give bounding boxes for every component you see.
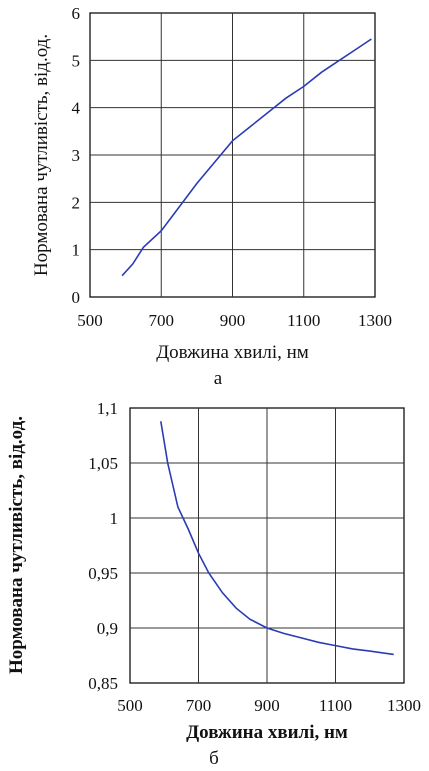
y-tick-label: 0,9	[97, 619, 118, 638]
y-tick-label: 1,05	[88, 454, 118, 473]
y-tick-label: 5	[72, 51, 81, 70]
y-tick-label: 1	[110, 509, 119, 528]
data-series-line	[121, 38, 372, 277]
x-axis-label: Довжина хвилі, нм	[186, 722, 348, 743]
x-tick-label: 1300	[387, 696, 421, 715]
y-tick-label: 6	[72, 4, 81, 23]
data-series-line	[160, 421, 394, 656]
panel-label: а	[214, 368, 223, 389]
x-tick-label: 900	[254, 696, 280, 715]
chart-panel-a: 500 700 900 1100 1300 0 1 2 3 4 5 6 Довжина хвилі,…	[31, 4, 392, 389]
y-axis-label: Нормована чутливість, від.од.	[31, 34, 52, 276]
y-tick-label: 0,85	[88, 674, 118, 693]
y-tick-label: 3	[72, 146, 81, 165]
chart-panel-b: 500 700 900 1100 1300 0,85 0,9 0,95 1 1,05 1,1 До…	[6, 399, 421, 769]
y-tick-label: 0,95	[88, 564, 118, 583]
y-tick-labels: 0,85 0,9 0,95 1 1,05 1,1	[88, 399, 118, 693]
x-tick-labels: 500 700 900 1100 1300	[117, 696, 421, 715]
y-tick-label: 1,1	[97, 399, 118, 418]
x-axis-label: Довжина хвилі, нм	[156, 342, 309, 363]
grid-lines	[90, 13, 375, 297]
panel-label: б	[209, 748, 219, 769]
y-tick-label: 0	[72, 288, 81, 307]
grid-lines	[130, 408, 404, 683]
y-tick-label: 2	[72, 193, 81, 212]
y-tick-label: 1	[72, 241, 81, 260]
y-axis-label: Нормована чутливість, від.од.	[6, 416, 27, 674]
x-tick-label: 500	[117, 696, 143, 715]
x-tick-label: 700	[149, 311, 175, 330]
y-tick-label: 4	[72, 99, 81, 118]
x-tick-label: 1100	[319, 696, 352, 715]
x-tick-labels: 500 700 900 1100 1300	[77, 311, 392, 330]
x-tick-label: 1100	[287, 311, 320, 330]
x-tick-label: 1300	[358, 311, 392, 330]
x-tick-label: 700	[186, 696, 212, 715]
y-tick-labels: 0 1 2 3 4 5 6	[72, 4, 81, 307]
x-tick-label: 900	[220, 311, 246, 330]
x-tick-label: 500	[77, 311, 103, 330]
